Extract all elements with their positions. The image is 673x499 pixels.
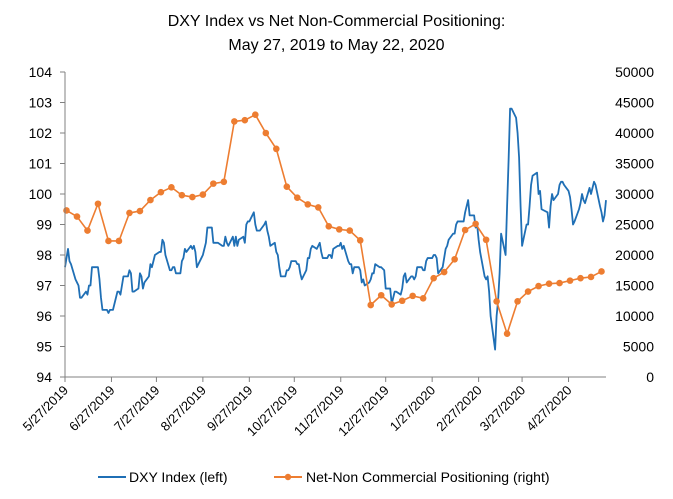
data-point-positioning: [210, 180, 217, 187]
y-right-tick-label: 25000: [615, 217, 654, 233]
data-point-positioning: [283, 183, 291, 190]
data-point-positioning: [514, 298, 521, 305]
data-point-positioning: [409, 292, 416, 300]
y-left-tick-label: 101: [29, 156, 53, 172]
data-point-positioning: [63, 207, 70, 214]
data-point-positioning: [440, 268, 448, 276]
data-point-positioning: [388, 301, 396, 308]
y-right-tick-label: 20000: [615, 247, 654, 263]
y-left-tick-label: 100: [29, 186, 53, 202]
data-point-positioning: [587, 273, 595, 281]
data-point-positioning: [524, 288, 532, 295]
legend-item-dxy: DXY Index (left): [98, 469, 228, 485]
data-point-positioning: [73, 213, 81, 220]
data-point-positioning: [115, 237, 123, 245]
data-point-positioning: [293, 194, 301, 201]
data-point-positioning: [566, 277, 574, 284]
y-right-tick-label: 10000: [615, 308, 654, 324]
data-point-positioning: [178, 191, 186, 199]
plot-area: [63, 107, 607, 351]
data-point-positioning: [252, 111, 259, 118]
x-tick-label: 1/27/2020: [387, 383, 439, 435]
x-tick-label: 7/27/2019: [111, 383, 163, 435]
data-point-positioning: [231, 118, 238, 125]
y-right-tick-label: 5000: [623, 339, 654, 355]
y-right-tick-label: 35000: [615, 156, 654, 172]
legend-marker-positioning: [284, 473, 292, 481]
x-tick-label: 2/27/2020: [433, 383, 485, 435]
data-point-positioning: [126, 209, 133, 217]
y-axis-left: 94 95 96 97 98 99 100 101 102 103 104: [29, 64, 66, 385]
data-point-positioning: [335, 226, 343, 233]
x-tick-label: 6/27/2019: [66, 383, 118, 435]
legend-item-positioning: Net-Non Commercial Positioning (right): [274, 469, 550, 485]
data-point-positioning: [461, 226, 469, 234]
data-point-positioning: [545, 280, 553, 287]
data-point-positioning: [304, 201, 312, 208]
data-point-positioning: [273, 145, 280, 153]
data-point-positioning: [94, 200, 102, 208]
y-left-tick-label: 95: [36, 339, 52, 355]
y-right-tick-label: 15000: [615, 278, 654, 294]
chart-subtitle: May 27, 2019 to May 22, 2020: [228, 37, 444, 54]
data-point-positioning: [577, 274, 584, 282]
data-point-positioning: [367, 301, 375, 309]
x-axis: 5/27/20196/27/20197/27/20198/27/20199/27…: [20, 376, 606, 439]
y-left-tick-label: 104: [29, 64, 53, 80]
data-point-positioning: [472, 220, 479, 228]
y-left-tick-label: 96: [36, 308, 52, 324]
y-left-tick-label: 103: [29, 95, 53, 111]
data-point-positioning: [199, 191, 207, 198]
series-line-dxy: [64, 107, 607, 351]
data-point-positioning: [346, 227, 354, 234]
data-point-positioning: [430, 274, 437, 282]
x-tick-label: 3/27/2020: [477, 383, 529, 435]
data-point-positioning: [377, 291, 385, 299]
y-right-tick-label: 45000: [615, 95, 654, 111]
data-point-positioning: [168, 183, 175, 191]
data-point-positioning: [556, 279, 563, 287]
y-left-tick-label: 97: [36, 278, 52, 294]
data-point-positioning: [105, 237, 112, 245]
data-point-positioning: [136, 207, 144, 215]
series-line-positioning: [66, 113, 602, 335]
y-left-tick-label: 102: [29, 125, 53, 141]
data-point-positioning: [262, 129, 270, 137]
data-point-positioning: [356, 237, 364, 244]
x-tick-label: 5/27/2019: [20, 383, 72, 435]
chart-title: DXY Index vs Net Non-Commercial Position…: [168, 13, 506, 30]
x-tick-label: 4/27/2020: [523, 383, 575, 435]
data-point-positioning: [503, 330, 511, 337]
y-right-tick-label: 0: [646, 369, 654, 385]
y-right-tick-label: 40000: [615, 125, 654, 141]
data-point-positioning: [241, 116, 249, 124]
y-left-tick-label: 94: [36, 369, 52, 385]
data-point-positioning: [482, 236, 490, 244]
legend: DXY Index (left) Net-Non Commercial Posi…: [98, 469, 550, 485]
data-point-positioning: [189, 193, 196, 201]
data-point-positioning: [451, 255, 458, 263]
data-point-positioning: [598, 268, 605, 275]
data-point-positioning: [220, 178, 228, 186]
data-point-positioning: [314, 204, 322, 211]
y-right-tick-label: 50000: [615, 64, 654, 80]
data-point-positioning: [535, 282, 542, 290]
y-axis-right: 0 5000 10000 15000 20000 25000 30000 35000 40000…: [615, 64, 654, 385]
data-point-positioning: [84, 227, 91, 234]
data-point-positioning: [325, 223, 333, 230]
data-point-positioning: [419, 295, 427, 302]
x-tick-label: 8/27/2019: [157, 383, 209, 435]
legend-label-dxy: DXY Index (left): [129, 469, 228, 485]
legend-label-positioning: Net-Non Commercial Positioning (right): [306, 469, 550, 485]
y-left-tick-label: 98: [36, 247, 52, 263]
y-right-tick-label: 30000: [615, 186, 654, 202]
y-left-tick-label: 99: [36, 217, 52, 233]
data-point-positioning: [493, 298, 500, 305]
data-point-positioning: [147, 196, 154, 204]
data-point-positioning: [157, 188, 165, 196]
data-point-positioning: [398, 297, 406, 305]
